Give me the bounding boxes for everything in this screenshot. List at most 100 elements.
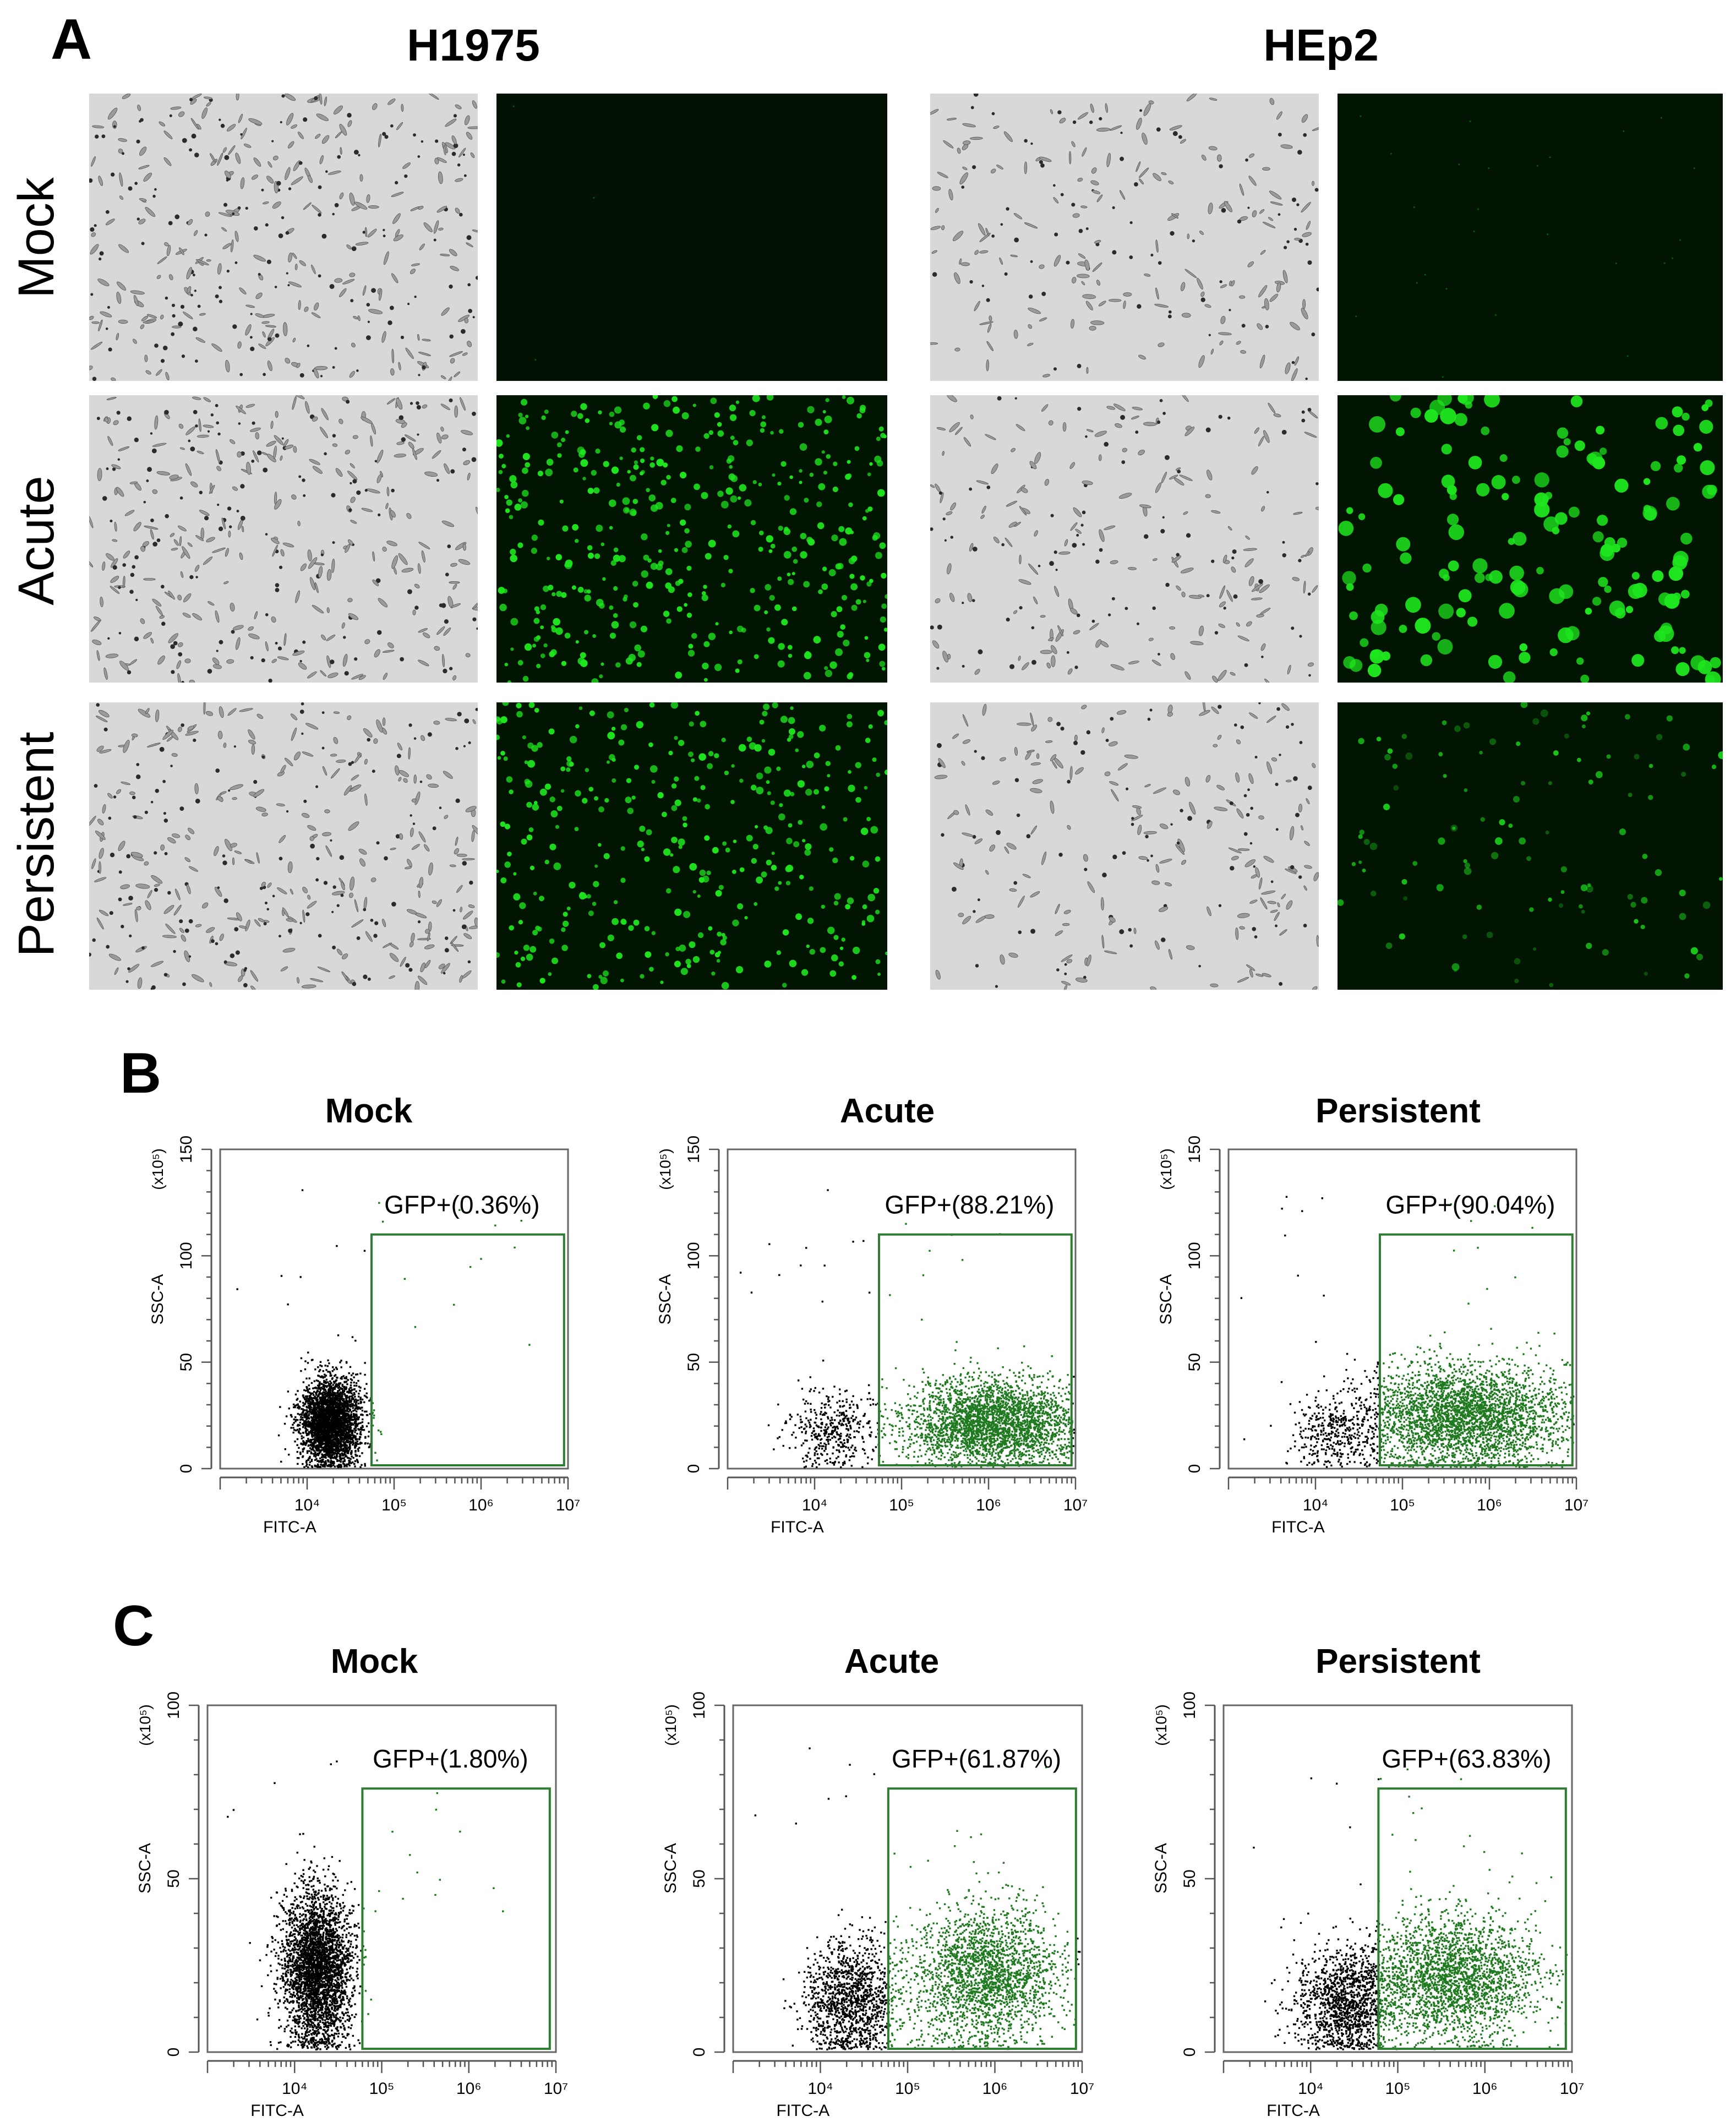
event-dot (933, 1452, 935, 1454)
event-dot (321, 1404, 323, 1406)
event-dot (331, 1413, 333, 1415)
event-dot (837, 1456, 839, 1458)
event-dot (999, 1397, 1001, 1399)
event-dot (305, 1416, 307, 1417)
event-dot (342, 1454, 343, 1455)
event-dot (977, 1436, 979, 1437)
event-dot (962, 1401, 964, 1403)
event-dot (337, 1439, 339, 1441)
event-dot (301, 1408, 302, 1410)
event-dot (915, 1434, 916, 1436)
event-dot (947, 1416, 948, 1418)
event-dot (975, 1420, 976, 1422)
event-dot (322, 1401, 324, 1403)
event-dot (1026, 1413, 1028, 1415)
event-dot (327, 1392, 329, 1393)
event-dot (342, 1463, 344, 1464)
event-dot (345, 1428, 346, 1430)
event-dot (335, 1414, 336, 1416)
event-dot (335, 1381, 336, 1382)
event-dot (318, 1401, 319, 1403)
event-dot (324, 1400, 326, 1402)
event-dot (854, 1431, 855, 1432)
event-dot (357, 1448, 359, 1450)
event-dot (307, 1450, 308, 1452)
event-dot (988, 1375, 990, 1377)
event-dot (373, 1415, 375, 1416)
event-dot (349, 1434, 351, 1436)
event-dot (326, 1423, 327, 1425)
event-dot (329, 1417, 330, 1419)
event-dot (930, 1409, 931, 1411)
event-dot (321, 1413, 323, 1415)
event-dot (340, 1387, 341, 1389)
event-dot (319, 1458, 321, 1459)
event-dot (345, 1405, 346, 1407)
event-dot (352, 1398, 354, 1399)
event-dot (337, 1432, 339, 1433)
event-dot (927, 1436, 929, 1438)
event-dot (347, 1429, 349, 1431)
event-dot (308, 1441, 309, 1442)
event-dot (299, 1428, 301, 1430)
event-dot (844, 1461, 845, 1463)
event-dot (323, 1380, 325, 1382)
event-dot (996, 1411, 998, 1412)
event-dot (1012, 1398, 1013, 1400)
event-dot (937, 1434, 939, 1436)
event-dot (335, 1446, 337, 1448)
event-dot (349, 1427, 351, 1428)
event-dot (1039, 1451, 1040, 1453)
event-dot (971, 1376, 973, 1378)
event-dot (296, 1404, 298, 1406)
event-dot (315, 1409, 316, 1410)
event-dot (348, 1447, 350, 1449)
event-dot (329, 1427, 330, 1428)
event-dot (1006, 1443, 1007, 1445)
event-dot (308, 1433, 309, 1435)
event-dot (331, 1436, 332, 1437)
event-dot (971, 1460, 973, 1462)
event-dot (316, 1399, 318, 1401)
event-dot (335, 1450, 337, 1452)
event-dot (323, 1389, 325, 1390)
event-dot (344, 1449, 346, 1451)
event-dot (329, 1438, 331, 1440)
event-dot (336, 1455, 338, 1457)
event-dot (1024, 1433, 1025, 1434)
event-dot (334, 1425, 335, 1427)
event-dot (981, 1415, 983, 1416)
event-dot (310, 1403, 312, 1405)
event-dot (928, 1384, 930, 1385)
event-dot (325, 1409, 327, 1410)
event-dot (342, 1416, 343, 1417)
event-dot (321, 1442, 323, 1443)
event-dot (1027, 1432, 1028, 1433)
event-dot (315, 1465, 316, 1467)
event-dot (985, 1450, 987, 1452)
event-dot (339, 1430, 341, 1431)
event-dot (357, 1406, 359, 1408)
event-dot (332, 1432, 334, 1433)
event-dot (790, 1416, 792, 1417)
event-dot (321, 1453, 323, 1455)
event-dot (1002, 1417, 1003, 1419)
event-dot (350, 1422, 352, 1424)
event-dot (324, 1415, 325, 1416)
event-dot (343, 1418, 345, 1420)
event-dot (330, 1430, 332, 1432)
event-dot (318, 1375, 320, 1377)
event-dot (337, 1392, 339, 1394)
event-dot (319, 1439, 320, 1441)
event-dot (847, 1441, 848, 1443)
event-dot (986, 1436, 987, 1438)
event-dot (908, 1409, 909, 1411)
event-dot (877, 1403, 878, 1404)
event-dot (936, 1448, 937, 1449)
event-dot (336, 1420, 338, 1421)
event-dot (933, 1439, 935, 1441)
event-dot (357, 1419, 358, 1420)
event-dot (336, 1437, 338, 1438)
event-dot (1024, 1436, 1026, 1438)
event-dot (1038, 1421, 1039, 1422)
